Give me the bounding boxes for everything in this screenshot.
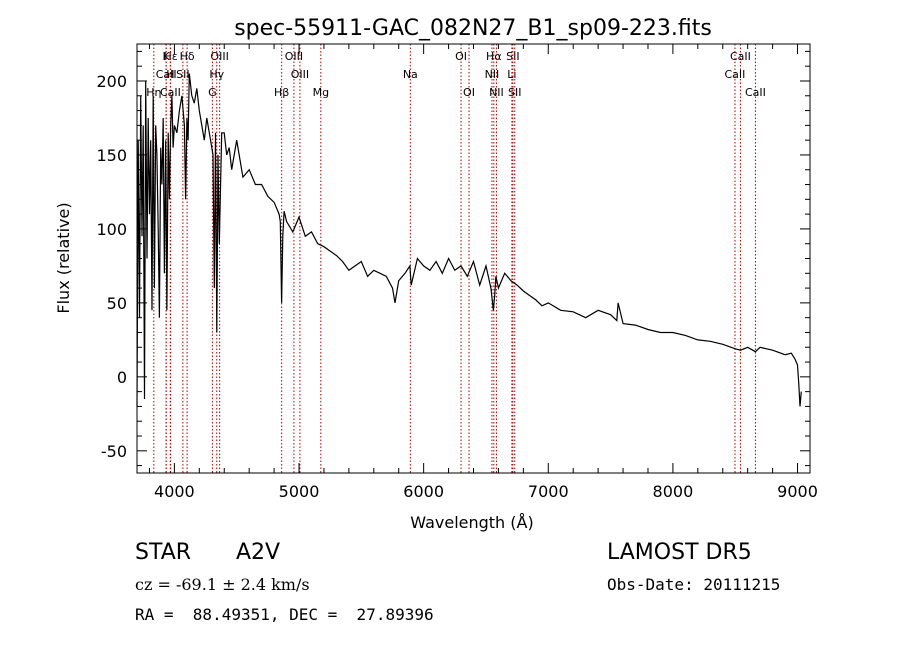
x-tick-label: 9000: [777, 482, 818, 501]
line-marker-label: OI: [455, 50, 467, 63]
x-tick-label: 8000: [653, 482, 694, 501]
line-marker-label: SII: [176, 68, 189, 81]
x-axis: 4000 5000 6000 7000 8000 9000: [148, 44, 818, 501]
line-marker-label: CaII: [725, 68, 746, 81]
line-marker-label: CaII: [730, 50, 751, 63]
object-subclass: A2V: [236, 540, 281, 565]
y-tick-label: 100: [96, 220, 127, 239]
line-marker-label: SII: [506, 50, 519, 63]
line-marker-label: K: [163, 50, 171, 63]
y-axis: -50 0 50 100 150 200: [96, 50, 810, 467]
y-tick-label: 150: [96, 146, 127, 165]
x-tick-label: 6000: [403, 482, 444, 501]
line-marker-label: NII: [489, 86, 504, 99]
line-marker-label: Hα: [486, 50, 502, 63]
line-marker-label: Mg: [313, 86, 329, 99]
redshift-readout: cz = -69.1 ± 2.4 km/s: [135, 575, 310, 594]
line-marker-label: H: [166, 68, 174, 81]
chart-title: spec-55911-GAC_082N27_B1_sp09-223.fits: [234, 16, 712, 41]
x-tick-label: 4000: [154, 482, 195, 501]
spectrum-line: [136, 73, 802, 407]
line-marker-label: OIII: [291, 68, 309, 81]
x-axis-label: Wavelength (Å): [410, 513, 533, 532]
line-marker-label: G: [208, 86, 217, 99]
line-marker-label: OIII: [210, 50, 228, 63]
line-marker-label: OI: [463, 86, 475, 99]
line-marker-label: CaII: [745, 86, 766, 99]
line-marker-label: Li: [507, 68, 516, 81]
line-marker-label: CaII: [156, 68, 177, 81]
y-tick-label: 0: [117, 368, 127, 387]
line-marker-label: Na: [403, 68, 418, 81]
observation-date: Obs-Date: 20111215: [607, 575, 781, 594]
line-marker-label: Hγ: [209, 68, 224, 81]
y-tick-label: -50: [101, 442, 127, 461]
line-marker-label: OIII: [285, 50, 303, 63]
y-axis-label: Flux (relative): [54, 202, 73, 313]
plot-frame: [136, 43, 811, 474]
x-tick-label: 7000: [528, 482, 569, 501]
survey-name: LAMOST DR5: [607, 540, 752, 565]
line-marker-label: Hη: [146, 86, 161, 99]
coordinates: RA = 88.49351, DEC = 27.89396: [135, 605, 434, 624]
line-marker-label: Hδ: [180, 50, 195, 63]
line-marker-label: NII: [485, 68, 500, 81]
x-tick-label: 5000: [279, 482, 320, 501]
y-tick-label: 50: [107, 294, 127, 313]
line-marker-label: Hβ: [274, 86, 289, 99]
object-class: STAR: [135, 540, 192, 565]
y-tick-label: 200: [96, 72, 127, 91]
line-marker-label: CaII: [160, 86, 181, 99]
line-marker-label: SII: [508, 86, 521, 99]
